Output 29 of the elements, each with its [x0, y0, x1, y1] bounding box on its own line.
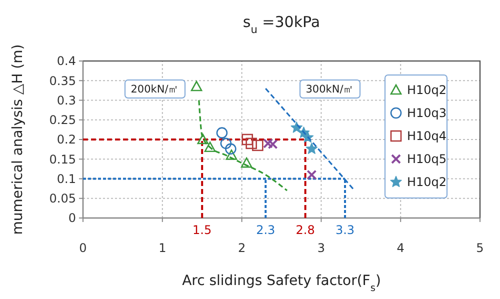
x-tick-label: 3: [317, 241, 326, 255]
x-tick-label: 4: [396, 241, 404, 255]
y-tick-label: 0.05: [49, 192, 76, 206]
y-tick-label: 0.3: [56, 93, 76, 108]
x-tick-label: 5: [476, 241, 484, 255]
ref-line-label: 3.3: [335, 223, 355, 237]
legend-label: H10q3: [407, 106, 447, 120]
ref-line-label: 2.8: [296, 223, 315, 237]
y-tick-label: 0.2: [56, 132, 76, 147]
ref-line-label: 2.3: [256, 223, 276, 237]
legend-label: H10q5: [407, 152, 447, 166]
annotation: 300kN/㎡: [306, 84, 354, 96]
y-tick-label: 0.4: [56, 54, 76, 68]
y-tick-label: 0.35: [49, 74, 76, 88]
legend-label: H10q4: [407, 129, 447, 144]
y-tick-label: 0.25: [49, 113, 76, 128]
chart-title: s$_{u}$ =30kPa: [242, 13, 320, 36]
y-tick-label: 0.1: [56, 172, 76, 186]
y-tick-label: 0: [68, 211, 76, 226]
legend-label: H10q2: [407, 83, 447, 98]
ref-line-label: 1.5: [192, 223, 212, 237]
x-tick-label: 2: [238, 241, 246, 255]
legend-label: H10q2: [407, 175, 447, 190]
y-axis-title: mumerical analysis △H (m): [10, 44, 26, 235]
x-axis-title: Arc slidings Safety factor(F$_{s}$): [182, 273, 381, 294]
x-tick-label: 1: [158, 241, 166, 255]
x-tick-label: 0: [79, 241, 87, 255]
y-tick-label: 0.15: [49, 152, 76, 166]
annotation: 200kN/㎡: [130, 84, 180, 96]
